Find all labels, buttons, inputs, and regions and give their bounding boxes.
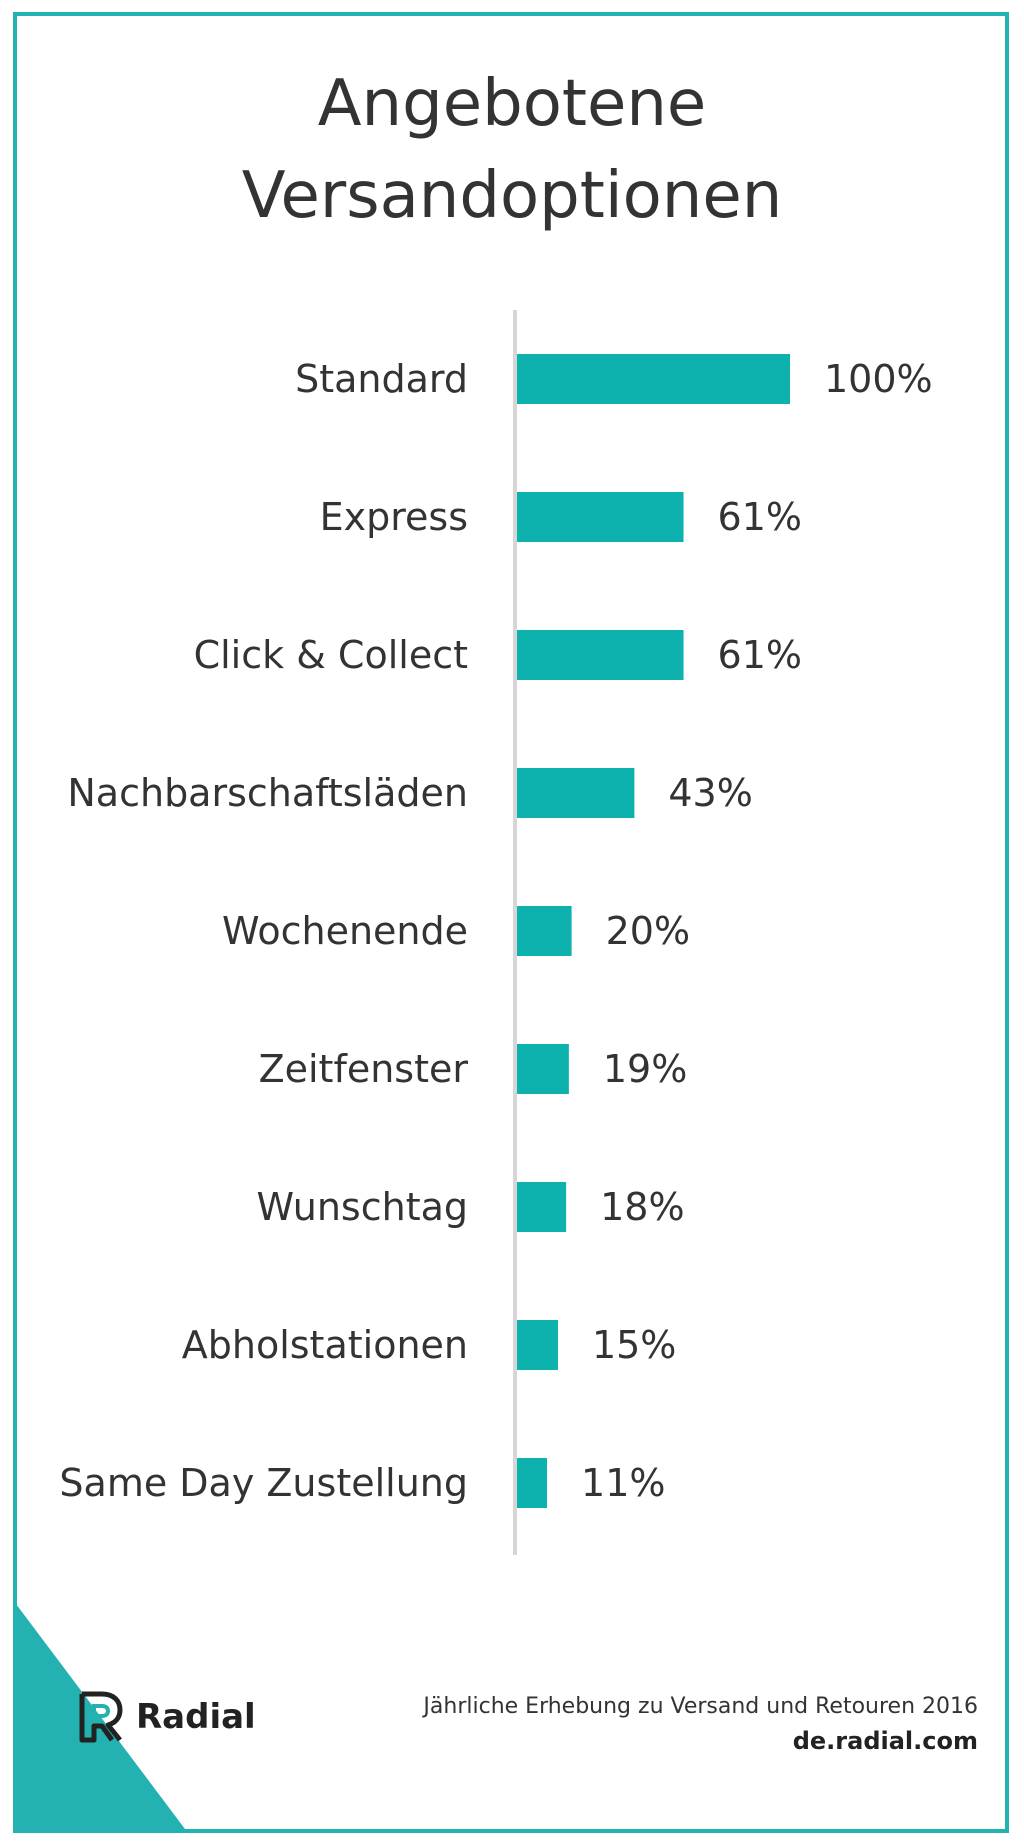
infographic-frame <box>13 12 1009 1833</box>
value-label: 61% <box>718 495 802 539</box>
bar <box>517 1320 558 1370</box>
bar <box>517 354 790 404</box>
value-label: 61% <box>718 633 802 677</box>
value-label: 18% <box>600 1185 684 1229</box>
source-note: Jährliche Erhebung zu Versand und Retour… <box>423 1694 978 1719</box>
footer: Jährliche Erhebung zu Versand und Retour… <box>423 1690 978 1758</box>
category-label: Nachbarschaftsläden <box>67 771 468 815</box>
value-label: 11% <box>581 1461 665 1505</box>
title-line-2: Versandoptionen <box>241 159 783 233</box>
bar <box>517 1182 567 1232</box>
bar <box>517 1044 569 1094</box>
category-label: Zeitfenster <box>259 1047 469 1091</box>
category-label: Abholstationen <box>182 1323 468 1367</box>
category-label: Wochenende <box>222 909 468 953</box>
value-label: 19% <box>603 1047 687 1091</box>
title-line-1: Angebotene <box>317 67 707 141</box>
bar-chart: Standard 100% Express 61% Click & Collect 61%… <box>59 310 933 1555</box>
value-label: 20% <box>606 909 690 953</box>
chart-title: Angebotene Versandoptionen <box>0 58 1024 242</box>
value-label: 43% <box>668 771 752 815</box>
value-label: 15% <box>592 1323 676 1367</box>
bar <box>517 1458 548 1508</box>
brand-name: Radial <box>136 1697 256 1737</box>
brand-logo: Radial <box>78 1690 256 1744</box>
bar <box>517 906 572 956</box>
bar <box>517 768 635 818</box>
radial-r-logo-icon <box>79 1691 123 1743</box>
value-label: 100% <box>824 357 933 401</box>
bar <box>517 492 684 542</box>
bar <box>517 630 684 680</box>
category-label: Click & Collect <box>194 633 468 677</box>
category-label: Same Day Zustellung <box>59 1461 468 1505</box>
category-label: Standard <box>295 357 468 401</box>
source-url: de.radial.com <box>792 1727 978 1755</box>
category-label: Wunschtag <box>257 1185 468 1229</box>
category-label: Express <box>320 495 468 539</box>
